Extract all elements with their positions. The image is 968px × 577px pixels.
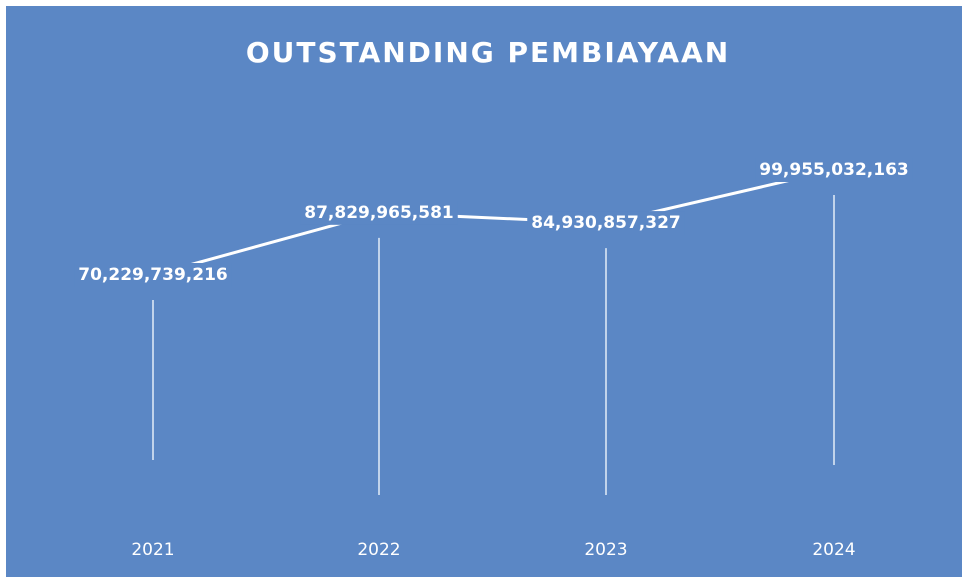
value-label: 70,229,739,216 [78,265,228,285]
data-line [152,168,835,277]
x-tick-label: 2021 [131,540,174,560]
chart-title: OUTSTANDING PEMBIAYAAN [246,36,730,69]
value-label-bg [755,158,913,182]
value-label-bg [300,200,458,225]
value-label-bg [74,263,232,287]
value-label: 87,829,965,581 [304,203,454,223]
value-label: 99,955,032,163 [759,160,909,180]
value-label: 84,930,857,327 [531,213,681,233]
chart-background [6,6,962,577]
x-tick-label: 2023 [584,540,627,560]
x-tick-label: 2022 [357,540,400,560]
value-label-bg [527,211,685,236]
x-tick-label: 2024 [812,540,855,560]
